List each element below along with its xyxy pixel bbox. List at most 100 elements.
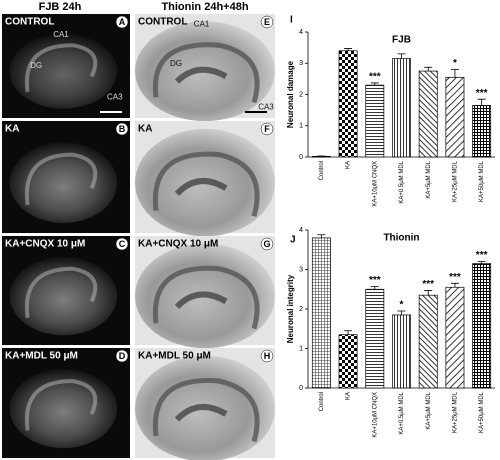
cell-layer [152, 151, 260, 217]
chart-title: FJB [392, 35, 411, 46]
dentate [174, 404, 228, 422]
chart-title: Thionin [383, 233, 419, 244]
bar [472, 263, 492, 389]
letter-badge [260, 122, 274, 136]
x-tick-label: KA+10μM CNQX [372, 161, 378, 207]
x-tick-label: KA+0.5μM MDL [399, 391, 405, 434]
region-label: DG [30, 61, 42, 70]
region-label: CA1 [194, 20, 210, 29]
significance: *** [476, 88, 488, 99]
significance: * [453, 58, 457, 69]
error-bar [424, 290, 433, 296]
panel-letter: A [119, 17, 126, 27]
y-axis-label: Neuronal damage [286, 60, 295, 128]
column-header: FJB 24h [39, 1, 82, 13]
x-tick-label: KA+25μM MDL [453, 391, 459, 433]
panel-label: KA [138, 124, 152, 135]
significance: *** [369, 275, 381, 286]
y-tick-label: 1 [299, 345, 303, 352]
y-tick-label: 2 [299, 91, 303, 98]
bar [311, 237, 331, 389]
significance: * [400, 300, 404, 311]
bar [365, 288, 385, 389]
error-bar [477, 98, 486, 106]
bar [418, 70, 438, 158]
letter-badge [115, 237, 129, 251]
panel-letter: G [263, 239, 270, 249]
panel-letter: J [290, 235, 296, 246]
error-bar [397, 310, 406, 315]
bar [418, 294, 438, 389]
dentate [174, 66, 228, 84]
panel-label: KA [5, 124, 19, 135]
panel-letter: B [119, 124, 126, 134]
panel-letter: E [264, 17, 270, 27]
y-axis-label: Neuronal integrity [286, 274, 295, 343]
dentate [174, 178, 228, 196]
error-bar [344, 48, 353, 51]
y-tick-label: 0 [299, 385, 303, 392]
significance: *** [449, 272, 461, 283]
bar [445, 286, 465, 389]
cell-layer [152, 42, 260, 104]
bar [365, 84, 385, 158]
bar [392, 314, 411, 389]
x-tick-label: KA+50μM MDL [479, 160, 485, 202]
bar [338, 50, 358, 158]
x-tick-label: KA [346, 392, 352, 400]
y-tick-label: 3 [299, 266, 303, 273]
error-bar [317, 234, 326, 238]
significance: *** [422, 279, 434, 290]
y-tick-label: 0 [299, 154, 303, 161]
x-tick-label: KA+5μM MDL [426, 391, 432, 429]
bar [392, 58, 411, 158]
letter-badge [115, 349, 129, 363]
panel-label: KA+MDL 50 μM [138, 351, 211, 362]
error-bar [344, 330, 353, 335]
cell-layer [152, 265, 260, 330]
cell-layer [152, 378, 260, 443]
letter-badge [115, 122, 129, 136]
letter-badge [260, 349, 274, 363]
bar [445, 76, 465, 158]
x-tick-label: KA+0.5μM MDL [399, 160, 405, 203]
dentate [174, 291, 228, 310]
panel-label: KA+CNQX 10 μM [5, 239, 85, 250]
error-bar [450, 282, 459, 288]
letter-badge [260, 15, 274, 29]
significance: *** [369, 72, 381, 83]
error-bar [450, 69, 459, 78]
error-bar [370, 82, 379, 86]
x-tick-label: KA [346, 161, 352, 169]
error-bar [477, 261, 486, 264]
error-bar [370, 286, 379, 290]
letter-badge [115, 15, 129, 29]
y-tick-label: 2 [299, 306, 303, 313]
x-tick-label: Control [319, 161, 325, 180]
letter-badge [260, 237, 274, 251]
tissue-band [24, 266, 98, 319]
panel-letter: D [119, 351, 126, 361]
panel-letter: I [290, 15, 293, 26]
panel-letter: F [264, 124, 270, 134]
error-bar [397, 53, 406, 59]
x-tick-label: KA+10μM CNQX [372, 392, 378, 438]
region-label: CA1 [53, 30, 69, 39]
region-label: CA3 [107, 92, 123, 101]
column-header: Thionin 24h+48h [161, 1, 248, 13]
panel-label: KA+CNQX 10 μM [138, 239, 218, 250]
y-tick-label: 3 [299, 60, 303, 67]
tissue-band [24, 378, 98, 431]
bar [338, 334, 358, 389]
bar [311, 156, 331, 158]
y-tick-label: 1 [299, 123, 303, 130]
y-tick-label: 4 [299, 227, 303, 234]
error-bar [424, 66, 433, 72]
region-label: DG [170, 59, 182, 68]
x-tick-label: Control [319, 392, 325, 411]
panel-letter: H [264, 351, 271, 361]
x-tick-label: KA+50μM MDL [479, 391, 485, 433]
x-tick-label: KA+25μM MDL [453, 160, 459, 202]
